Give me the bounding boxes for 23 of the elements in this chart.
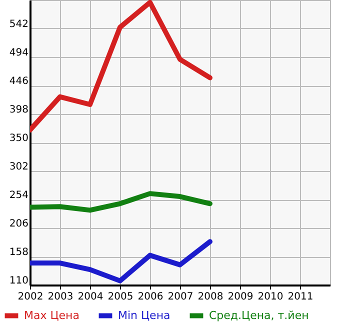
y-tick-label: 350 (9, 133, 28, 144)
x-tick-label: 2009 (228, 292, 254, 302)
legend-label: Min Цена (118, 308, 170, 322)
y-tick-label: 542 (9, 19, 28, 30)
x-tick-label: 2005 (108, 292, 134, 302)
x-tick-label: 2006 (138, 292, 164, 302)
legend-label: Сред.Цена, т.йен (209, 308, 309, 322)
x-tick-label: 2011 (288, 292, 314, 302)
y-tick-label: 398 (9, 104, 28, 116)
x-tick-label: 2004 (78, 292, 104, 302)
y-tick-label: 446 (9, 76, 28, 87)
y-tick-label: 494 (9, 48, 28, 58)
y-tick-label: 302 (9, 162, 28, 172)
x-tick-label: 2008 (198, 292, 224, 302)
y-tick-label: 254 (9, 190, 28, 201)
legend-label: Max Цена (24, 308, 80, 322)
x-tick-label: 2003 (48, 292, 74, 302)
y-tick-label: 110 (9, 276, 28, 286)
x-tick-label: 2002 (18, 292, 44, 302)
x-tick-label: 2007 (168, 292, 194, 302)
y-tick-label: 206 (9, 218, 28, 230)
y-tick-label: 158 (9, 247, 28, 258)
x-tick-label: 2010 (258, 292, 284, 302)
